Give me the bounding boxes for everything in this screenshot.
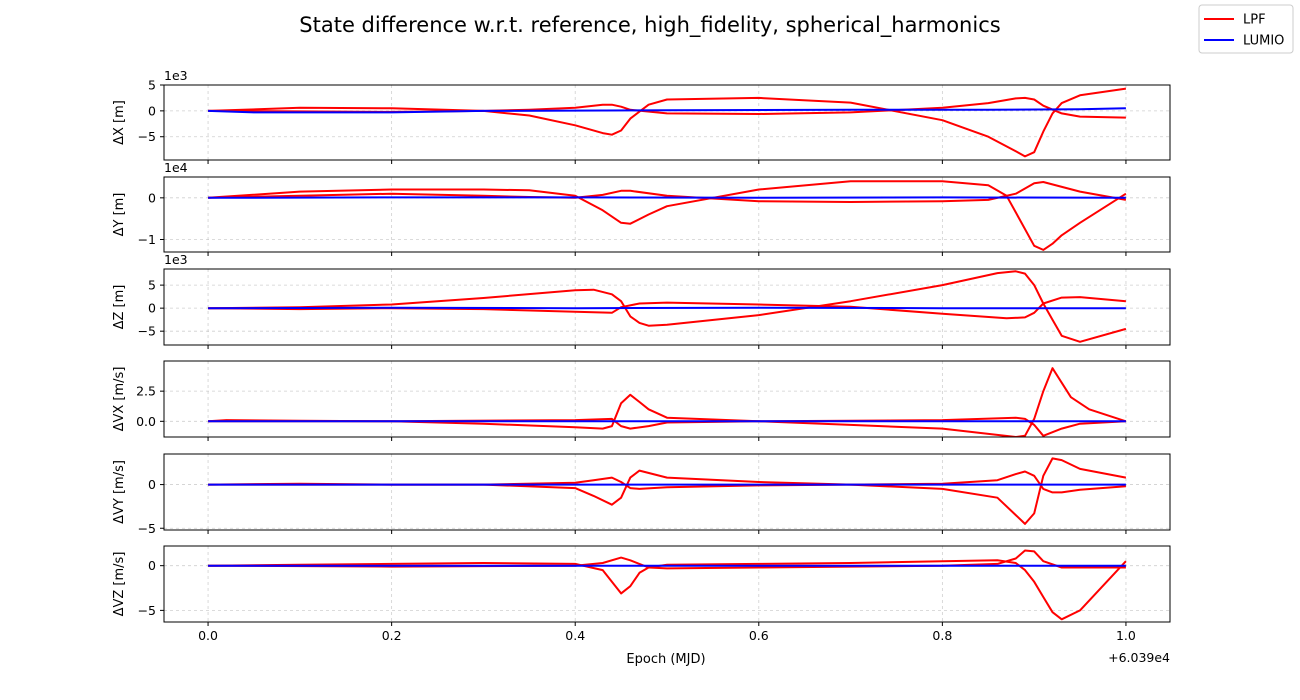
y-exponent-label: 1e3 — [164, 68, 188, 83]
plot-area — [164, 361, 1170, 437]
plot-area — [164, 546, 1170, 622]
series-line-lpf — [208, 87, 1127, 158]
y-exponent-label: 1e3 — [164, 252, 188, 267]
y-tick-label: −5 — [138, 603, 156, 618]
subplot-2: 0 −1 1e4 ΔY [m] — [112, 160, 1171, 256]
y-axis-label: ΔVZ [m/s] — [112, 552, 127, 617]
series-line-lumio — [208, 107, 1126, 114]
series-group — [208, 270, 1127, 343]
y-tick-label: −5 — [138, 324, 156, 339]
legend: LPF LUMIO — [1198, 4, 1294, 54]
legend-lpf-label: LPF — [1243, 13, 1266, 28]
axes-frame — [163, 176, 1171, 253]
plot-area — [164, 85, 1170, 160]
subplot-6: 0.0 0.2 0.4 0.6 0.8 1.0 0 −5 ΔVZ [m/s] — [112, 545, 1171, 643]
y-tick-label: 0 — [148, 190, 156, 205]
x-axis-label: Epoch (MJD) — [626, 652, 705, 667]
series-line-lumio — [208, 306, 1126, 310]
y-tick-label: 5 — [148, 278, 156, 293]
x-axis-offset-text: +6.039e4 — [1108, 650, 1170, 665]
figure-title: State difference w.r.t. reference, high_… — [299, 13, 1000, 38]
axes-frame — [163, 360, 1171, 438]
y-tick-label: 0 — [148, 477, 156, 492]
x-tick-label: 0.8 — [932, 628, 952, 643]
y-axis-label: ΔY [m] — [112, 193, 127, 237]
y-tick-label: −1 — [138, 232, 156, 247]
axes-frame — [163, 453, 1171, 531]
series-group — [208, 457, 1127, 525]
subplot-1: 5 0 −5 1e3 ΔX [m] — [112, 68, 1171, 164]
plot-area — [164, 177, 1170, 252]
plot-area — [164, 454, 1170, 530]
y-tick-label: 2.5 — [136, 384, 156, 399]
series-group — [208, 180, 1127, 251]
series-group — [208, 367, 1127, 437]
x-tick-label: 1.0 — [1116, 628, 1136, 643]
y-tick-label: 0 — [148, 103, 156, 118]
y-axis-label: ΔZ [m] — [112, 285, 127, 330]
legend-lumio-label: LUMIO — [1243, 34, 1284, 49]
series-line-lpf — [208, 180, 1127, 251]
series-line-lpf — [208, 181, 1127, 203]
subplot-5: 0 −5 ΔVY [m/s] — [112, 453, 1171, 536]
x-tick-label: 0.4 — [565, 628, 585, 643]
series-group — [208, 549, 1127, 621]
x-tick-label: 0.2 — [382, 628, 402, 643]
subplot-4: 2.5 0.0 ΔVX [m/s] — [112, 360, 1171, 441]
series-line-lpf — [208, 270, 1127, 343]
y-axis-label: ΔVX [m/s] — [112, 367, 127, 432]
y-tick-label: 0 — [148, 558, 156, 573]
y-tick-label: 5 — [148, 78, 156, 93]
series-line-lpf — [208, 367, 1127, 437]
series-line-lpf — [208, 559, 1127, 621]
series-line-lpf — [208, 296, 1126, 320]
subplot-3: 5 0 −5 1e3 ΔZ [m] — [112, 252, 1171, 349]
x-tick-label: 0.0 — [198, 628, 218, 643]
subplot-grid: 5 0 −5 1e3 ΔX [m] 0 −1 1e4 ΔY [m] 5 0 −5 1e3 ΔZ [m] 2.… — [112, 68, 1171, 643]
y-axis-label: ΔVY [m/s] — [112, 460, 127, 524]
axes-frame — [163, 545, 1171, 623]
x-tick-label: 0.6 — [749, 628, 769, 643]
y-tick-label: 0.0 — [136, 414, 156, 429]
axes-frame — [163, 84, 1171, 161]
axes-frame — [163, 268, 1171, 346]
y-exponent-label: 1e4 — [164, 160, 188, 175]
y-tick-label: −5 — [138, 129, 156, 144]
series-group — [208, 87, 1127, 158]
y-axis-label: ΔX [m] — [112, 100, 127, 145]
y-tick-label: −5 — [138, 521, 156, 536]
y-tick-label: 0 — [148, 301, 156, 316]
series-line-lpf — [208, 457, 1127, 525]
